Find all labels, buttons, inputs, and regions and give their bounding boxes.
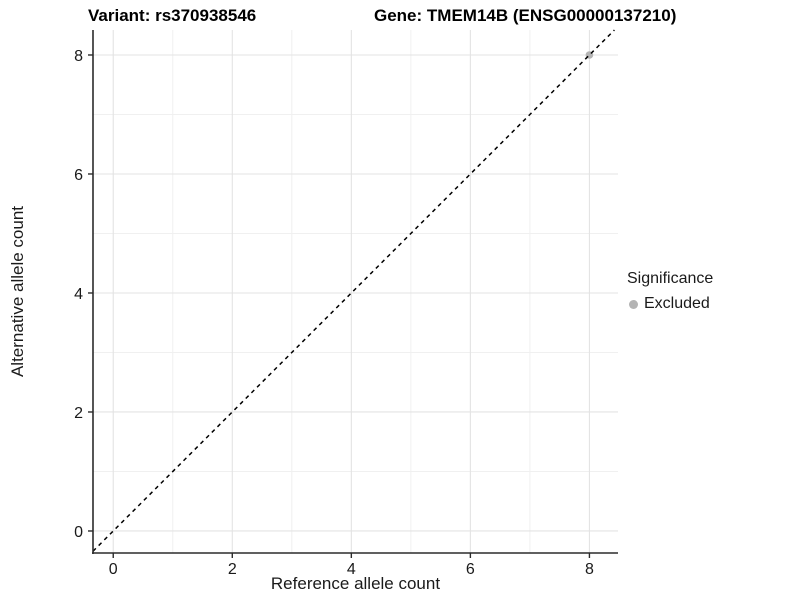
identity-dashed-line <box>92 29 615 552</box>
legend-entry-excluded: Excluded <box>627 295 713 313</box>
y-axis-label: Alternative allele count <box>8 205 27 378</box>
plot-title-variant: Variant: rs370938546 <box>88 6 257 25</box>
plot-title-gene: Gene: TMEM14B (ENSG00000137210) <box>374 6 677 25</box>
y-tick-label: 8 <box>74 48 83 65</box>
y-tick-label: 0 <box>74 524 83 541</box>
y-tick-label: 2 <box>74 405 83 422</box>
legend-key-dot-icon <box>629 299 638 309</box>
x-tick-label: 2 <box>228 561 237 578</box>
x-tick-label: 4 <box>347 561 356 578</box>
x-tick-label: 0 <box>109 561 118 578</box>
legend-title: Significance <box>627 270 714 287</box>
x-axis-label: Reference allele count <box>270 574 441 593</box>
y-tick-label: 6 <box>74 167 83 184</box>
y-tick-label: 4 <box>74 286 83 303</box>
legend-entry-label: Excluded <box>644 295 710 312</box>
y-axis-label-wrap: Alternative allele count <box>6 30 30 553</box>
x-tick-label: 8 <box>585 561 594 578</box>
legend: Significance Excluded <box>627 270 713 313</box>
x-tick-label: 6 <box>466 561 475 578</box>
